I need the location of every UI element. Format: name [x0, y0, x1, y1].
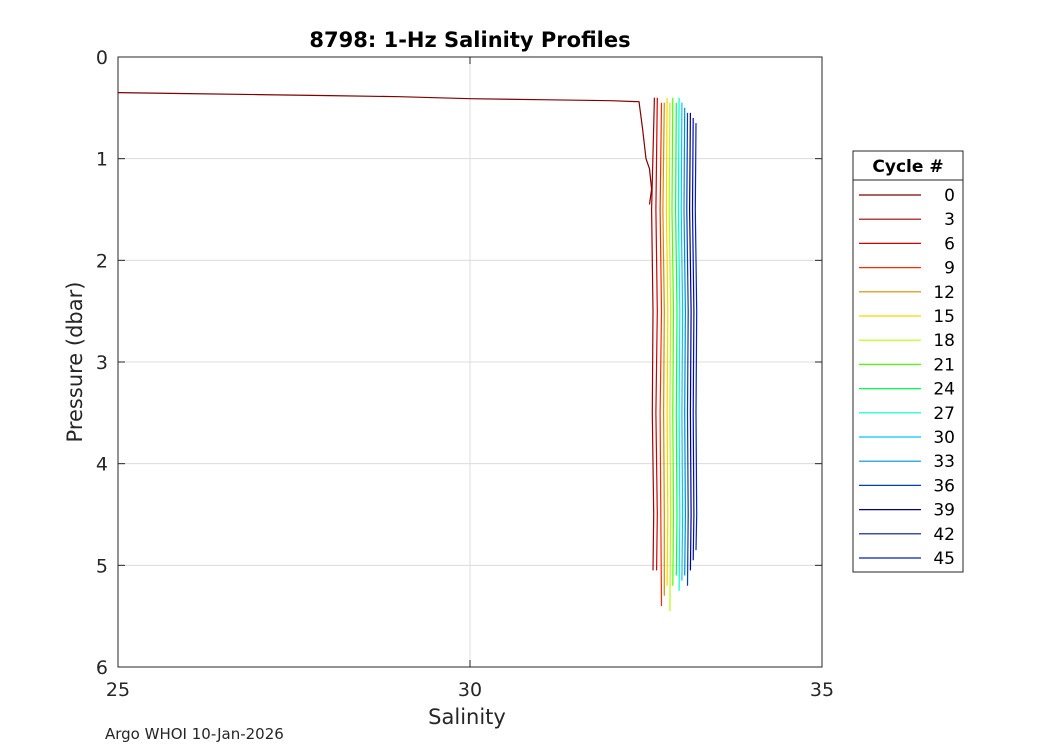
footer-credit: Argo WHOI 10-Jan-2026 [105, 725, 284, 743]
x-axis-label: Salinity [428, 705, 506, 729]
series-line-cycle-18 [668, 102, 672, 612]
legend-label: 21 [933, 355, 955, 375]
y-tick-label: 1 [96, 149, 108, 171]
legend-label: 33 [933, 452, 955, 472]
legend-label: 24 [933, 380, 955, 400]
y-tick-label: 2 [96, 250, 108, 272]
legend-title: Cycle # [872, 157, 943, 177]
legend-label: 45 [933, 549, 955, 569]
legend-box [852, 150, 964, 573]
legend-label: 6 [944, 234, 955, 254]
series-line-cycle-21 [671, 97, 675, 586]
y-axis-label: Pressure (dbar) [63, 282, 87, 443]
legend-label: 3 [944, 210, 955, 230]
series-line-cycle-15 [665, 97, 669, 586]
y-tick-label: 6 [96, 657, 108, 679]
legend-label: 39 [933, 501, 955, 521]
series-line-cycle-33 [683, 107, 687, 576]
y-tick-label: 3 [96, 352, 108, 374]
y-tick-label: 4 [96, 454, 108, 476]
series-line-cycle-9 [659, 102, 663, 607]
legend-label: 9 [944, 259, 955, 279]
legend-label: 18 [933, 331, 955, 351]
series-line-cycle-3 [650, 97, 655, 571]
x-tick-label: 35 [810, 679, 834, 701]
series-line-cycle-39 [688, 112, 692, 571]
tick-layer: 25 30 35 0 1 2 3 4 5 6 [96, 47, 834, 701]
series-line-cycle-42 [691, 117, 695, 561]
series-line-cycle-36 [686, 112, 689, 586]
legend-label: 0 [944, 186, 955, 206]
series-line-cycle-12 [662, 102, 665, 596]
legend-label: 12 [933, 283, 955, 303]
series-line-cycle-27 [677, 97, 681, 591]
y-tick-label: 5 [96, 555, 108, 577]
series-line-cycle-0 [117, 92, 653, 205]
legend-label: 42 [933, 525, 955, 545]
y-tick-label: 0 [96, 47, 108, 69]
x-tick-label: 30 [458, 679, 482, 701]
series-line-cycle-45 [694, 123, 698, 551]
legend-label: 27 [933, 404, 955, 424]
x-tick-label: 25 [106, 679, 130, 701]
series-line-cycle-24 [674, 102, 678, 576]
chart-title: 8798: 1-Hz Salinity Profiles [309, 28, 630, 52]
series-layer [117, 92, 698, 612]
legend-label: 36 [933, 476, 955, 496]
legend-label: 15 [933, 307, 955, 327]
series-line-cycle-30 [680, 102, 684, 581]
series-line-cycle-6 [655, 97, 658, 571]
legend-label: 30 [933, 428, 955, 448]
